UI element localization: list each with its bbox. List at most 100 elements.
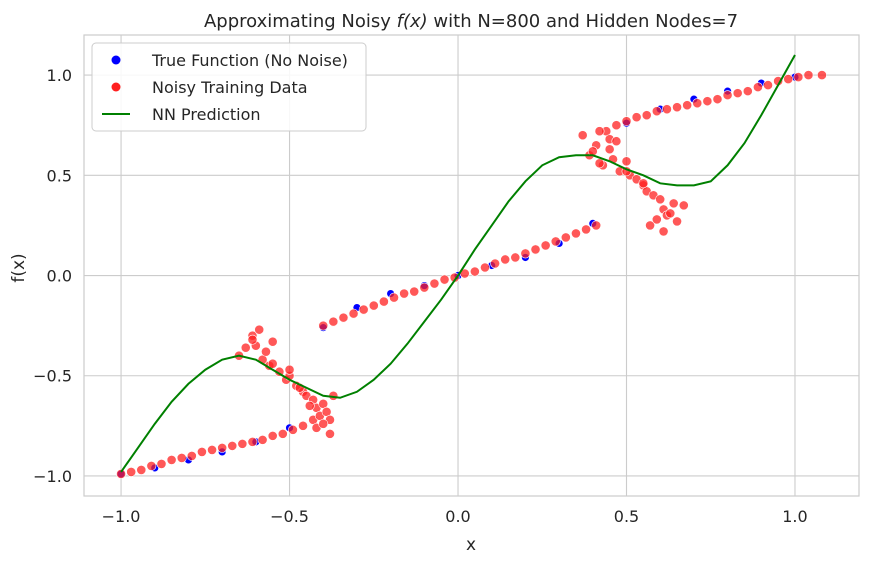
noisy-data-point [672, 216, 682, 227]
noisy-data-point [156, 459, 167, 469]
legend-item: NN Prediction [102, 105, 261, 124]
noisy-data-point [560, 232, 571, 243]
noisy-data-point [267, 358, 278, 369]
noisy-data-point [136, 465, 147, 475]
noisy-data-point [368, 300, 379, 311]
series-noisy-training-data [116, 70, 827, 479]
noisy-data-point [419, 282, 430, 293]
noisy-data-point [638, 178, 649, 189]
noisy-data-point [651, 214, 662, 225]
tick-labels: −1.0 −0.5 0.0 0.5 1.0 −1.0 −0.5 0.0 0.5 1.0 [33, 66, 808, 526]
noisy-data-point [662, 104, 672, 115]
noisy-data-point [571, 228, 581, 239]
noisy-data-point [722, 90, 733, 101]
y-tick-label: −1.0 [33, 467, 72, 486]
legend-item: True Function (No Noise) [111, 51, 348, 70]
noisy-data-point [217, 442, 228, 453]
noisy-data-point [304, 400, 315, 411]
noisy-data-point [672, 102, 682, 113]
noisy-data-point [378, 296, 389, 307]
chart-title-prefix: Approximating Noisy [204, 11, 397, 32]
noisy-data-point [655, 194, 666, 205]
legend-marker [111, 82, 121, 92]
chart-title-math: f(x) [397, 11, 428, 32]
noisy-data-point [621, 116, 632, 127]
plot-frame [83, 34, 860, 497]
noisy-data-point [318, 320, 329, 331]
noisy-data-point [604, 144, 615, 155]
noisy-data-point [166, 455, 177, 465]
noisy-data-point [500, 254, 511, 265]
legend-item: Noisy Training Data [111, 78, 308, 97]
noisy-data-point [328, 316, 339, 327]
noisy-data-point [247, 334, 258, 345]
noisy-data-point [116, 469, 126, 479]
noisy-data-point [645, 220, 655, 231]
y-tick-label: 1.0 [47, 66, 72, 85]
noisy-data-point [348, 308, 359, 319]
noisy-data-point [702, 96, 713, 107]
noisy-data-point [288, 424, 298, 435]
noisy-data-point [146, 461, 157, 471]
noisy-data-point [793, 72, 804, 82]
legend-label: True Function (No Noise) [151, 51, 348, 70]
noisy-data-point [480, 262, 490, 273]
y-tick-label: 0.0 [47, 267, 72, 286]
noisy-data-point [621, 156, 632, 167]
noisy-data-point [550, 236, 561, 247]
noisy-data-point [668, 198, 679, 209]
noisy-data-point [803, 70, 814, 80]
grid [84, 35, 859, 496]
noisy-data-point [389, 292, 399, 303]
noisy-data-point [783, 74, 794, 84]
legend-marker [111, 55, 121, 65]
noisy-data-point [510, 252, 521, 263]
noisy-data-point [449, 272, 460, 283]
noisy-data-point [247, 436, 258, 447]
noisy-data-point [577, 130, 588, 141]
noisy-data-point [197, 447, 207, 457]
x-tick-label: 1.0 [782, 507, 807, 526]
noisy-data-point [682, 100, 693, 111]
noisy-data-point [520, 248, 531, 259]
noisy-data-point [284, 364, 295, 375]
noisy-data-point [277, 428, 288, 439]
y-tick-label: 0.5 [47, 166, 72, 185]
noisy-data-point [581, 224, 591, 235]
noisy-data-point [325, 428, 335, 439]
noisy-data-point [429, 278, 440, 289]
noisy-data-point [641, 110, 652, 121]
noisy-data-point [338, 312, 349, 323]
nn-prediction-line [120, 54, 796, 473]
noisy-data-point [176, 453, 187, 463]
noisy-data-point [591, 220, 602, 231]
noisy-data-point [651, 106, 662, 117]
noisy-data-point [227, 440, 238, 451]
noisy-data-point [530, 244, 541, 255]
noisy-data-point [439, 274, 450, 285]
noisy-data-point [594, 158, 605, 169]
noisy-data-point [267, 336, 278, 347]
x-tick-label: −1.0 [102, 507, 141, 526]
noisy-data-point [254, 324, 265, 335]
noisy-data-point [611, 136, 622, 147]
legend-label: Noisy Training Data [152, 78, 308, 97]
noisy-data-point [298, 420, 308, 431]
noisy-data-point [318, 418, 329, 429]
y-axis-label: f(x) [9, 253, 29, 282]
noisy-data-point [732, 88, 743, 99]
legend-box [91, 42, 367, 132]
noisy-data-point [261, 346, 271, 357]
noisy-data-point [267, 430, 278, 441]
noisy-data-point [742, 86, 753, 97]
noisy-data-point [678, 200, 689, 211]
noisy-data-point [692, 98, 703, 109]
noisy-data-point [817, 70, 827, 80]
noisy-data-point [186, 451, 197, 461]
noisy-data-point [399, 288, 410, 299]
x-tick-label: 0.5 [614, 507, 639, 526]
noisy-data-point [763, 80, 773, 91]
noisy-data-point [409, 286, 420, 297]
noisy-data-point [207, 444, 217, 455]
